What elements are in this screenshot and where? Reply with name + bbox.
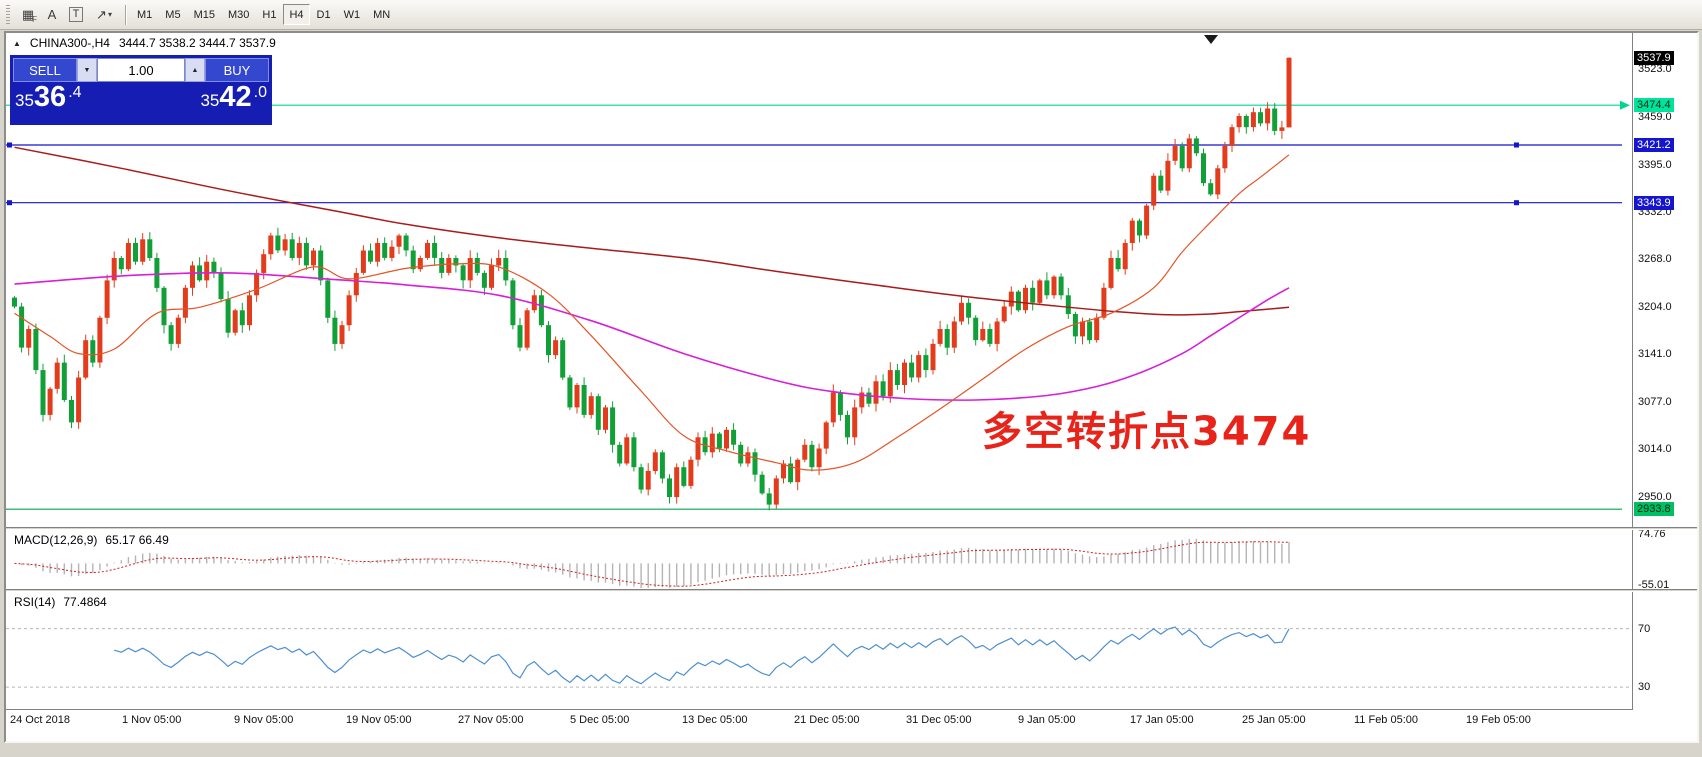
timeframe-group: M1 M5 M15 M30 H1 H4 D1 W1 MN (131, 4, 396, 25)
level-price-badge[interactable]: 3343.9 (1634, 196, 1674, 210)
price-axis-line (1632, 33, 1633, 710)
panel-splitter[interactable] (6, 527, 1697, 530)
text-tool-icon[interactable]: T (64, 3, 88, 26)
shift-marker-icon (1204, 35, 1218, 44)
price-tick: 2950.0 (1638, 491, 1672, 503)
date-label: 24 Oct 2018 (10, 714, 70, 726)
candles (12, 57, 1292, 511)
timeframe-button-mn[interactable]: MN (373, 8, 391, 21)
timeframe-button-h1[interactable]: H1 (262, 8, 277, 21)
rsi-label: RSI(14) 77.4864 (14, 595, 107, 609)
rsi-axis-tick: 70 (1638, 623, 1651, 635)
price-tick: 3141.0 (1638, 348, 1672, 360)
timeframe-button-m15[interactable]: M15 (193, 8, 215, 21)
rsi-value: 77.4864 (63, 595, 107, 609)
rsi-name: RSI(14) (14, 595, 56, 609)
level-price-badge[interactable]: 2933.8 (1634, 502, 1674, 516)
grid-badge: F (32, 15, 37, 24)
timeframe-button-d1[interactable]: D1 (316, 8, 331, 21)
date-label: 19 Nov 05:00 (346, 714, 412, 726)
level-price-badge[interactable]: 3421.2 (1634, 138, 1674, 152)
price-tick: 3077.0 (1638, 396, 1672, 408)
ohlc-values: 3444.7 3538.2 3444.7 3537.9 (118, 36, 276, 50)
rsi-panel[interactable] (6, 592, 1632, 709)
price-tick: 3523.0 (1638, 63, 1672, 75)
sell-price-small: 35 (15, 90, 34, 110)
date-label: 17 Jan 05:00 (1130, 714, 1194, 726)
buy-price-frac: .0 (253, 84, 267, 101)
buy-button[interactable]: BUY (205, 58, 269, 82)
shapes-glyph: ↗ (96, 6, 107, 22)
buy-price-small: 35 (200, 90, 220, 110)
ma_mid-line (14, 271, 1290, 401)
text-label-icon[interactable]: A (47, 7, 57, 22)
macd-histogram (20, 538, 1290, 588)
time-axis[interactable]: 24 Oct 2018 1 Nov 05:00 9 Nov 05:00 19 Nov … (6, 710, 1697, 739)
rsi-line (114, 626, 1290, 685)
date-label: 1 Nov 05:00 (122, 714, 182, 726)
level-price-badge[interactable]: 3474.4 (1634, 98, 1674, 112)
price-tick: 3459.0 (1638, 111, 1672, 123)
chart-header: ▲ CHINA300-,H4 3444.7 3538.2 3444.7 3537… (13, 36, 276, 50)
date-label: 9 Jan 05:00 (1018, 714, 1076, 726)
price-tick: 3268.0 (1638, 253, 1672, 265)
buy-price[interactable]: 35 42 .0 (200, 81, 267, 113)
macd-axis-tick: -55.01 (1638, 579, 1670, 591)
price-tick: 3204.0 (1638, 301, 1672, 313)
toolbar-separator (125, 4, 126, 25)
date-label: 11 Feb 05:00 (1354, 714, 1419, 726)
macd-label: MACD(12,26,9) 65.17 66.49 (14, 533, 169, 547)
grid-glyph: ▦ (21, 6, 35, 22)
macd-axis-tick: 74.76 (1638, 528, 1666, 540)
chart-text-annotation[interactable]: 多空转折点3474 (982, 409, 1312, 455)
price-axis[interactable]: 3523.0 3459.0 3395.0 3332.0 3268.0 3204.0 3141… (1633, 33, 1697, 710)
chart-window[interactable]: ▲ CHINA300-,H4 3444.7 3538.2 3444.7 3537… (4, 31, 1699, 743)
grid-icon[interactable]: ▦ F (16, 3, 40, 26)
date-label: 5 Dec 05:00 (570, 714, 630, 726)
rsi-axis-tick: 30 (1638, 681, 1651, 693)
macd-name: MACD(12,26,9) (14, 533, 98, 547)
shapes-tool-icon[interactable]: ↗ ▾ (88, 3, 120, 26)
dropdown-caret-icon: ▾ (107, 10, 112, 19)
macd-signal-line (14, 541, 1290, 587)
price-tick: 3014.0 (1638, 443, 1672, 455)
timeframe-button-m5[interactable]: M5 (165, 8, 181, 21)
toolbar-grip[interactable] (6, 4, 10, 25)
text-tool-glyph: T (68, 7, 84, 22)
date-label: 25 Jan 05:00 (1242, 714, 1306, 726)
date-label: 13 Dec 05:00 (682, 714, 748, 726)
volume-input[interactable] (97, 58, 185, 82)
one-click-trade-panel: SELL ▼ ▲ BUY 35 36 .4 35 42 .0 (10, 55, 272, 125)
price-tick: 3395.0 (1638, 159, 1672, 171)
macd-values: 65.17 66.49 (105, 533, 169, 547)
timeframe-button-h4[interactable]: H4 (283, 4, 310, 25)
ma_slow-line (14, 146, 1290, 316)
date-label: 21 Dec 05:00 (794, 714, 860, 726)
timeframe-button-m1[interactable]: M1 (137, 8, 153, 21)
volume-up-button[interactable]: ▲ (185, 58, 205, 82)
date-label: 27 Nov 05:00 (458, 714, 524, 726)
date-label: 9 Nov 05:00 (234, 714, 294, 726)
timeframe-button-m30[interactable]: M30 (227, 8, 250, 21)
sell-price-frac: .4 (68, 84, 82, 101)
volume-down-button[interactable]: ▼ (77, 58, 97, 82)
sell-price[interactable]: 35 36 .4 (15, 81, 82, 113)
date-label: 19 Feb 05:00 (1466, 714, 1531, 726)
date-label: 31 Dec 05:00 (906, 714, 972, 726)
timeframe-button-w1[interactable]: W1 (343, 8, 361, 21)
sell-button[interactable]: SELL (13, 58, 77, 82)
main-chart[interactable] (6, 33, 1632, 527)
macd-panel[interactable] (6, 530, 1632, 589)
ma_fast-line (14, 154, 1290, 471)
collapse-triangle-icon[interactable]: ▲ (13, 38, 21, 48)
sell-price-big: 36 (33, 81, 67, 113)
buy-price-big: 42 (219, 81, 252, 113)
time-axis-line (6, 709, 1697, 710)
panel-splitter[interactable] (6, 589, 1697, 592)
current-price-badge: 3537.9 (1634, 51, 1674, 65)
symbol-title: CHINA300-,H4 (29, 36, 110, 50)
toolbar: ▦ F A T ↗ ▾ M1 M5 M15 M30 H1 H4 D1 W1 MN (0, 0, 1702, 30)
